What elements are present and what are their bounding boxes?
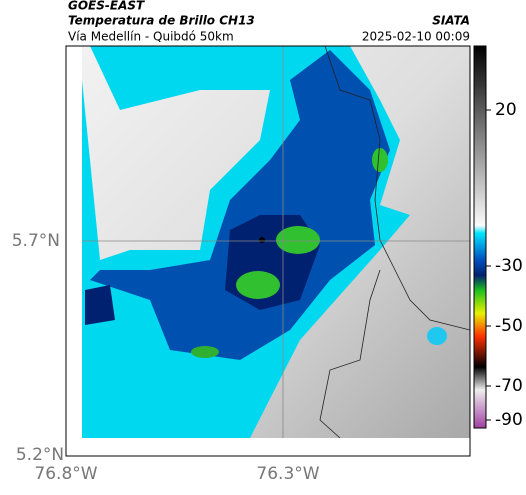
colorbar-label: -50 <box>495 316 523 336</box>
cloud-green <box>236 271 280 299</box>
colorbar-label: 20 <box>495 100 517 120</box>
marker <box>259 237 265 243</box>
datetime: 2025-02-10 00:09 <box>362 30 470 44</box>
lat-label: 5.7°N <box>12 231 60 251</box>
title: Temperatura de Brillo CH13 <box>68 14 255 28</box>
lat-label: 5.2°N <box>16 445 64 465</box>
source: GOES-EAST <box>68 0 145 13</box>
colorbar-label: -70 <box>495 376 523 396</box>
satellite-image <box>82 46 470 438</box>
colorbar-label: -90 <box>495 410 523 430</box>
org: SIATA <box>432 14 470 28</box>
cloud-cyan <box>427 327 447 345</box>
cloud-dark <box>85 285 115 325</box>
colorbar-label: -30 <box>495 256 523 276</box>
colorbar <box>473 45 487 429</box>
lon-label: 76.3°W <box>256 464 319 484</box>
cloud-blue <box>90 50 390 360</box>
map-frame <box>65 45 471 457</box>
cloud-green <box>276 226 320 254</box>
border <box>319 46 470 438</box>
cloud-green <box>372 148 388 172</box>
cloud-green <box>191 346 219 358</box>
subtitle: Vía Medellín - Quibdó 50km <box>68 30 234 44</box>
lon-label: 76.8°W <box>34 464 97 484</box>
colorbar-ticks: 20 -30 -50 -70 -90 <box>486 100 523 430</box>
